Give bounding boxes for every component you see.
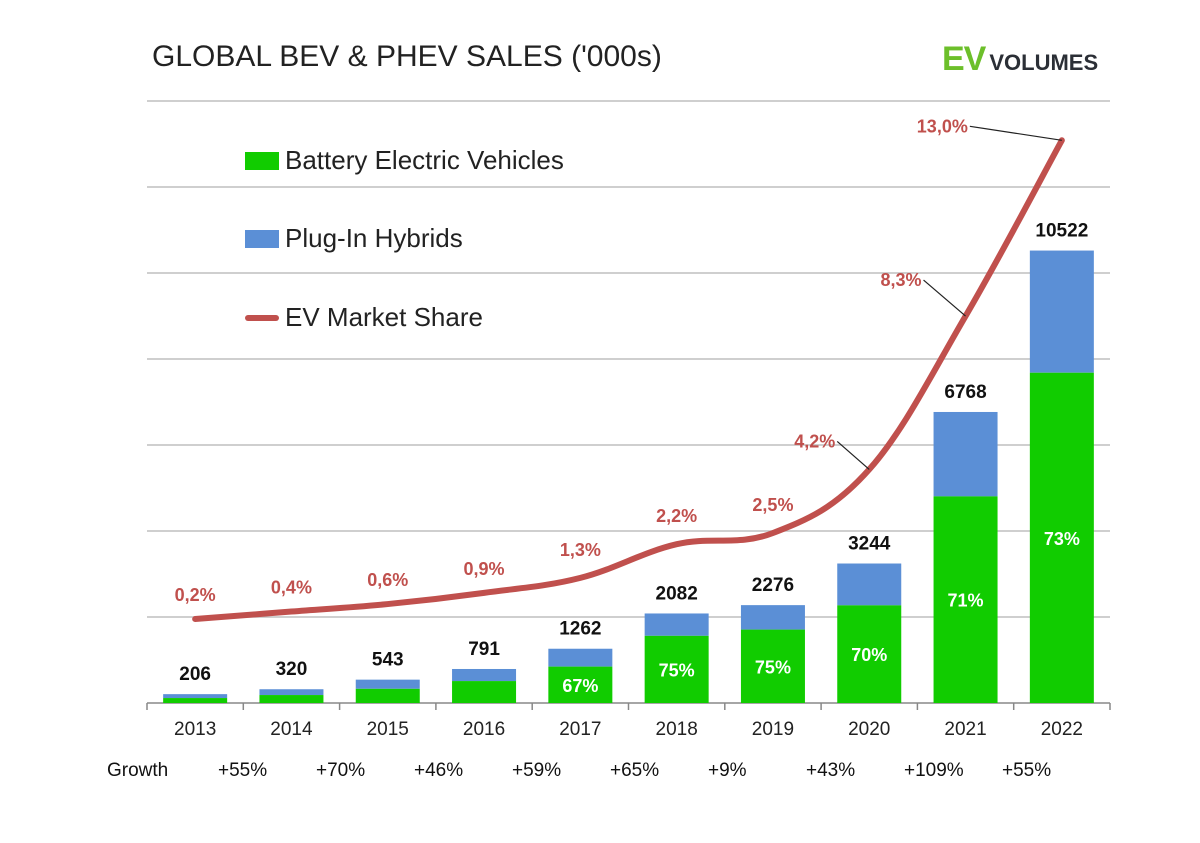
x-tick-label: 2022 [1041,719,1083,740]
x-tick-label: 2021 [944,719,986,740]
growth-label: Growth [107,760,169,781]
x-tick-label: 2016 [463,719,505,740]
bar-phev [837,563,902,606]
x-tick-label: 2020 [848,719,890,740]
legend-share: EV Market Share [245,302,483,333]
bar-bev [259,695,324,703]
total-label: 2276 [752,575,794,596]
bar-bev [740,629,805,703]
bar-phev [355,679,420,689]
ev-volumes-logo: EV VOLUMES [942,40,1099,78]
bev-share-label: 71% [948,591,984,611]
bar-bev [452,681,517,703]
bar-phev [740,605,805,630]
total-label: 206 [179,664,211,685]
bar-phev [1029,250,1094,373]
bev-share-label: 70% [851,645,887,665]
market-share-label: 0,6% [367,570,408,590]
market-share-label: 8,3% [881,270,922,290]
leader-line [969,125,1062,141]
growth-value: +59% [512,760,562,781]
bar-phev [548,648,613,667]
bar-phev [933,411,998,497]
x-tick-label: 2013 [174,719,216,740]
total-label: 1262 [559,619,601,640]
x-tick-label: 2017 [559,719,601,740]
total-label: 2082 [656,583,698,604]
bar-phev [644,613,709,636]
legend-swatch-share [245,314,279,321]
market-share-label: 1,3% [560,540,601,560]
bev-share-label: 75% [659,660,695,680]
market-share-label: 13,0% [917,116,968,136]
bar-bev [1029,372,1094,703]
leader-line [923,279,966,317]
growth-value: +9% [708,760,747,781]
x-tick-label: 2018 [656,719,698,740]
bev-share-label: 67% [562,676,598,696]
growth-value: +65% [610,760,660,781]
growth-value: +43% [806,760,856,781]
legend-swatch-phev [245,229,279,248]
growth-value: +70% [316,760,366,781]
bar-phev [452,668,517,682]
leader-line [836,440,870,470]
total-label: 543 [372,650,404,671]
bar-bev [933,496,998,703]
x-tick-label: 2014 [270,719,313,740]
total-label: 3244 [848,534,891,555]
bar-bev [355,688,420,703]
growth-value: +46% [414,760,464,781]
x-tick-label: 2015 [367,719,409,740]
market-share-label: 0,4% [271,578,312,598]
chart-title: GLOBAL BEV & PHEV SALES ('000s) [152,40,662,73]
bar-bev [163,698,228,703]
market-share-label: 4,2% [794,431,835,451]
growth-value: +55% [218,760,268,781]
bar-bev [837,605,902,703]
legend-phev: Plug-In Hybrids [245,223,463,254]
bar-bev [548,666,613,703]
bar-bev [644,635,709,703]
bev-share-label: 73% [1044,529,1080,549]
market-share-label: 0,2% [175,585,216,605]
growth-value: +55% [1002,760,1052,781]
growth-value: +109% [904,760,964,781]
legend-bev: Battery Electric Vehicles [245,145,564,176]
total-label: 791 [468,639,500,660]
total-label: 320 [276,659,308,680]
market-share-line [192,137,1065,623]
market-share-label: 2,5% [752,495,793,515]
bar-phev [163,694,228,699]
market-share-label: 0,9% [464,559,505,579]
total-label: 10522 [1035,221,1088,242]
total-label: 6768 [944,382,986,403]
market-share-label: 2,2% [656,506,697,526]
bar-phev [259,689,324,696]
x-tick-label: 2019 [752,719,794,740]
legend-swatch-bev [245,151,279,170]
bev-share-label: 75% [755,657,791,677]
